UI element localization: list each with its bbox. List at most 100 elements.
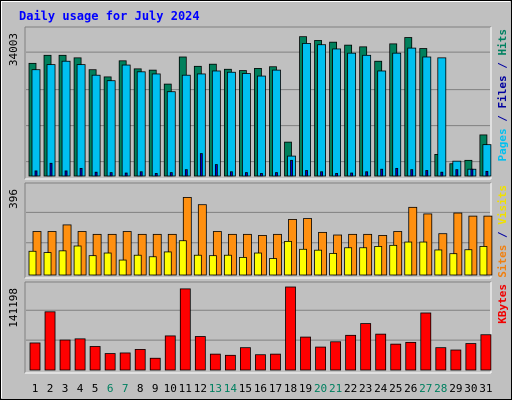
bar-kbytes-day-29: [450, 349, 462, 371]
bar-kbytes-day-25: [390, 343, 402, 371]
bar-pages-day-10: [169, 172, 173, 177]
bar-visits-day-14: [227, 233, 237, 276]
bar-kbytes-day-19: [300, 336, 311, 371]
bar-pages-day-19: [305, 170, 308, 177]
bar-pages-day-23: [365, 171, 369, 177]
bar-pages-day-15: [245, 172, 248, 177]
bar-kbytes-day-2: [44, 311, 56, 371]
x-tick-label-day-14: 14: [224, 382, 238, 395]
bar-sites-day-22: [344, 247, 353, 276]
x-tick-label-day-6: 6: [107, 382, 114, 395]
bar-sites-day-17: [269, 258, 277, 276]
bar-files-day-6: [106, 80, 116, 177]
bar-files-day-16: [257, 75, 266, 177]
bar-sites-day-1: [28, 250, 37, 276]
bar-files-day-7: [121, 64, 131, 177]
bar-files-day-8: [136, 71, 146, 177]
bar-kbytes-day-22: [345, 334, 357, 371]
x-tick-label-day-26: 26: [404, 382, 417, 395]
bar-files-day-22: [347, 52, 357, 177]
bar-pages-day-28: [440, 171, 444, 177]
bar-sites-day-16: [254, 252, 262, 276]
bar-visits-day-7: [122, 231, 132, 276]
bar-kbytes-day-9: [149, 357, 161, 371]
x-tick-label-day-3: 3: [62, 382, 69, 395]
bar-sites-day-2: [43, 252, 52, 276]
bar-sites-day-19: [299, 248, 307, 276]
bar-pages-day-27: [425, 170, 429, 177]
x-tick-label-day-20: 20: [314, 382, 327, 395]
bar-pages-day-12: [199, 153, 203, 177]
bar-pages-day-21: [335, 173, 339, 177]
bar-kbytes-day-18: [285, 286, 296, 371]
bar-sites-day-13: [208, 255, 217, 276]
bar-visits-day-3: [62, 224, 72, 276]
bar-sites-day-23: [359, 247, 368, 276]
x-tick-label-day-23: 23: [359, 382, 372, 395]
bar-kbytes-day-6: [104, 353, 116, 371]
legend-traffic: Pages / Files / Hits: [496, 29, 509, 162]
legend-entry: /: [496, 225, 509, 245]
x-tick-label-day-5: 5: [92, 382, 99, 395]
bar-files-day-24: [377, 70, 387, 177]
x-tick-label-day-13: 13: [209, 382, 222, 395]
bar-kbytes-day-21: [330, 341, 342, 371]
bar-sites-day-20: [314, 249, 322, 276]
bar-sites-day-8: [133, 254, 142, 276]
x-tick-label-day-9: 9: [152, 382, 159, 395]
bar-sites-day-29: [449, 253, 458, 276]
bar-files-day-3: [61, 60, 71, 177]
bar-sites-day-27: [419, 241, 428, 276]
bar-files-day-27: [422, 56, 432, 177]
y-max-label: 396: [7, 189, 20, 209]
bar-files-day-17: [272, 69, 281, 177]
x-tick-label-day-11: 11: [179, 382, 192, 395]
bar-kbytes-day-14: [224, 354, 236, 371]
x-tick-label-day-21: 21: [329, 382, 342, 395]
bar-kbytes-day-23: [360, 323, 372, 371]
bar-sites-day-24: [374, 246, 383, 276]
bar-kbytes-day-11: [179, 288, 191, 371]
bar-pages-day-20: [320, 171, 323, 177]
bar-visits-day-17: [273, 233, 282, 276]
bar-kbytes-day-26: [405, 341, 417, 371]
bar-files-day-13: [211, 70, 221, 177]
bar-sites-day-25: [389, 244, 398, 276]
bar-pages-day-2: [49, 162, 53, 177]
bar-pages-day-24: [380, 168, 384, 177]
bar-kbytes-day-30: [465, 343, 477, 371]
bar-sites-day-3: [58, 250, 67, 276]
bar-pages-day-31: [485, 170, 489, 177]
x-tick-label-day-10: 10: [164, 382, 177, 395]
x-tick-label-day-8: 8: [137, 382, 144, 395]
legend-kbytes: KBytes: [496, 284, 509, 324]
bar-pages-day-8: [139, 171, 143, 177]
bar-visits-day-30: [468, 215, 478, 276]
bar-files-day-5: [91, 74, 101, 177]
bar-kbytes-day-3: [59, 339, 71, 371]
bar-pages-day-7: [124, 172, 128, 177]
x-tick-label-day-25: 25: [389, 382, 402, 395]
bar-pages-day-17: [275, 172, 278, 177]
bar-visits-day-31: [483, 215, 493, 276]
bar-sites-day-6: [103, 252, 112, 276]
bar-pages-day-6: [109, 172, 113, 177]
x-tick-label-day-2: 2: [47, 382, 54, 395]
legend-visits: Sites / Visits: [496, 185, 509, 278]
bar-files-day-26: [407, 47, 417, 177]
x-tick-label-day-19: 19: [299, 382, 312, 395]
y-max-label: 34003: [7, 33, 20, 66]
bar-kbytes-day-5: [89, 346, 101, 371]
x-tick-label-day-12: 12: [194, 382, 207, 395]
bar-sites-day-15: [239, 257, 247, 276]
bar-pages-day-29: [455, 169, 459, 177]
bar-visits-day-19: [303, 218, 312, 276]
x-tick-label-day-31: 31: [479, 382, 492, 395]
bar-files-day-9: [151, 73, 161, 177]
x-tick-label-day-17: 17: [269, 382, 282, 395]
bar-sites-day-11: [178, 240, 187, 276]
bar-pages-day-5: [94, 171, 98, 177]
legend-entry: Sites: [496, 245, 509, 278]
x-tick-label-day-24: 24: [374, 382, 388, 395]
